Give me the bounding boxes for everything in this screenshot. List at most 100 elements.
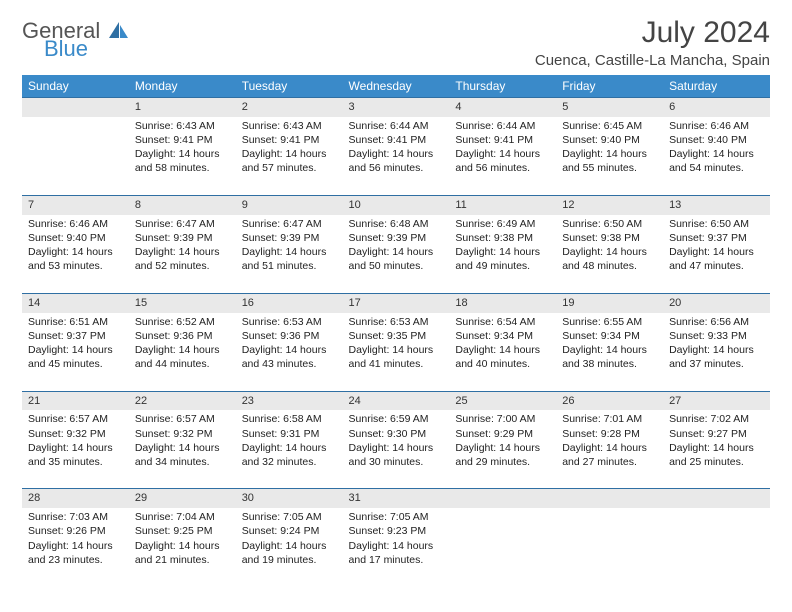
daynum-row: 21222324252627 — [22, 391, 770, 411]
daylight-line: Daylight: 14 hours and 51 minutes. — [242, 245, 337, 273]
day-number: 2 — [236, 97, 343, 117]
day-cell: Sunrise: 6:56 AMSunset: 9:33 PMDaylight:… — [663, 313, 770, 391]
logo: General Blue — [22, 20, 129, 60]
sunrise-line: Sunrise: 6:48 AM — [349, 217, 444, 231]
sunrise-line: Sunrise: 6:53 AM — [349, 315, 444, 329]
sunrise-line: Sunrise: 7:01 AM — [562, 412, 657, 426]
day-number: 28 — [22, 488, 129, 508]
daylight-line: Daylight: 14 hours and 32 minutes. — [242, 441, 337, 469]
day-number: 4 — [449, 97, 556, 117]
day-cell — [663, 508, 770, 586]
day-number — [556, 488, 663, 508]
day-cell: Sunrise: 6:43 AMSunset: 9:41 PMDaylight:… — [236, 117, 343, 195]
day-number: 22 — [129, 391, 236, 411]
weekday-header-row: SundayMondayTuesdayWednesdayThursdayFrid… — [22, 75, 770, 97]
sunset-line: Sunset: 9:41 PM — [242, 133, 337, 147]
day-number: 27 — [663, 391, 770, 411]
sunrise-line: Sunrise: 6:43 AM — [242, 119, 337, 133]
sunset-line: Sunset: 9:26 PM — [28, 524, 123, 538]
day-number: 8 — [129, 195, 236, 215]
day-cell: Sunrise: 6:46 AMSunset: 9:40 PMDaylight:… — [663, 117, 770, 195]
daynum-row: 14151617181920 — [22, 293, 770, 313]
weekday-header: Thursday — [449, 75, 556, 97]
daylight-line: Daylight: 14 hours and 29 minutes. — [455, 441, 550, 469]
sunset-line: Sunset: 9:23 PM — [349, 524, 444, 538]
sunrise-line: Sunrise: 6:57 AM — [135, 412, 230, 426]
sunset-line: Sunset: 9:31 PM — [242, 427, 337, 441]
day-number: 15 — [129, 293, 236, 313]
daylight-line: Daylight: 14 hours and 23 minutes. — [28, 539, 123, 567]
sunset-line: Sunset: 9:35 PM — [349, 329, 444, 343]
sunrise-line: Sunrise: 6:45 AM — [562, 119, 657, 133]
sunset-line: Sunset: 9:29 PM — [455, 427, 550, 441]
day-cell — [22, 117, 129, 195]
daylight-line: Daylight: 14 hours and 35 minutes. — [28, 441, 123, 469]
daylight-line: Daylight: 14 hours and 50 minutes. — [349, 245, 444, 273]
daylight-line: Daylight: 14 hours and 55 minutes. — [562, 147, 657, 175]
day-number: 9 — [236, 195, 343, 215]
week-row: Sunrise: 6:46 AMSunset: 9:40 PMDaylight:… — [22, 215, 770, 293]
sunrise-line: Sunrise: 6:58 AM — [242, 412, 337, 426]
day-cell: Sunrise: 6:54 AMSunset: 9:34 PMDaylight:… — [449, 313, 556, 391]
day-cell: Sunrise: 6:59 AMSunset: 9:30 PMDaylight:… — [343, 410, 450, 488]
daylight-line: Daylight: 14 hours and 56 minutes. — [455, 147, 550, 175]
weekday-header: Sunday — [22, 75, 129, 97]
day-cell — [449, 508, 556, 586]
sunset-line: Sunset: 9:40 PM — [669, 133, 764, 147]
sunrise-line: Sunrise: 6:57 AM — [28, 412, 123, 426]
daylight-line: Daylight: 14 hours and 57 minutes. — [242, 147, 337, 175]
sunset-line: Sunset: 9:39 PM — [135, 231, 230, 245]
daylight-line: Daylight: 14 hours and 43 minutes. — [242, 343, 337, 371]
calendar-table: SundayMondayTuesdayWednesdayThursdayFrid… — [22, 75, 770, 586]
sunrise-line: Sunrise: 6:47 AM — [135, 217, 230, 231]
day-cell: Sunrise: 6:47 AMSunset: 9:39 PMDaylight:… — [129, 215, 236, 293]
day-cell: Sunrise: 7:02 AMSunset: 9:27 PMDaylight:… — [663, 410, 770, 488]
day-cell: Sunrise: 6:50 AMSunset: 9:37 PMDaylight:… — [663, 215, 770, 293]
day-number: 11 — [449, 195, 556, 215]
day-cell: Sunrise: 6:53 AMSunset: 9:35 PMDaylight:… — [343, 313, 450, 391]
sunset-line: Sunset: 9:36 PM — [135, 329, 230, 343]
sunset-line: Sunset: 9:41 PM — [135, 133, 230, 147]
sunrise-line: Sunrise: 6:59 AM — [349, 412, 444, 426]
day-number: 14 — [22, 293, 129, 313]
day-cell: Sunrise: 6:45 AMSunset: 9:40 PMDaylight:… — [556, 117, 663, 195]
logo-text-blue: Blue — [44, 38, 129, 60]
day-number: 16 — [236, 293, 343, 313]
sunrise-line: Sunrise: 6:54 AM — [455, 315, 550, 329]
day-number: 29 — [129, 488, 236, 508]
day-number: 12 — [556, 195, 663, 215]
daylight-line: Daylight: 14 hours and 52 minutes. — [135, 245, 230, 273]
week-row: Sunrise: 6:51 AMSunset: 9:37 PMDaylight:… — [22, 313, 770, 391]
day-number: 21 — [22, 391, 129, 411]
day-cell: Sunrise: 6:51 AMSunset: 9:37 PMDaylight:… — [22, 313, 129, 391]
day-cell: Sunrise: 6:53 AMSunset: 9:36 PMDaylight:… — [236, 313, 343, 391]
location: Cuenca, Castille-La Mancha, Spain — [535, 52, 770, 69]
week-row: Sunrise: 7:03 AMSunset: 9:26 PMDaylight:… — [22, 508, 770, 586]
day-cell: Sunrise: 6:47 AMSunset: 9:39 PMDaylight:… — [236, 215, 343, 293]
daylight-line: Daylight: 14 hours and 17 minutes. — [349, 539, 444, 567]
sunrise-line: Sunrise: 6:44 AM — [349, 119, 444, 133]
daylight-line: Daylight: 14 hours and 21 minutes. — [135, 539, 230, 567]
sunrise-line: Sunrise: 6:55 AM — [562, 315, 657, 329]
day-cell: Sunrise: 6:44 AMSunset: 9:41 PMDaylight:… — [449, 117, 556, 195]
daynum-row: 78910111213 — [22, 195, 770, 215]
sunset-line: Sunset: 9:38 PM — [562, 231, 657, 245]
day-cell: Sunrise: 6:48 AMSunset: 9:39 PMDaylight:… — [343, 215, 450, 293]
sunset-line: Sunset: 9:38 PM — [455, 231, 550, 245]
day-number: 19 — [556, 293, 663, 313]
sunrise-line: Sunrise: 6:50 AM — [669, 217, 764, 231]
day-cell: Sunrise: 7:05 AMSunset: 9:23 PMDaylight:… — [343, 508, 450, 586]
sunrise-line: Sunrise: 6:56 AM — [669, 315, 764, 329]
weekday-header: Monday — [129, 75, 236, 97]
sunrise-line: Sunrise: 7:00 AM — [455, 412, 550, 426]
daylight-line: Daylight: 14 hours and 48 minutes. — [562, 245, 657, 273]
daynum-row: 123456 — [22, 97, 770, 117]
day-number: 30 — [236, 488, 343, 508]
day-number: 18 — [449, 293, 556, 313]
sunset-line: Sunset: 9:32 PM — [28, 427, 123, 441]
day-cell — [556, 508, 663, 586]
weekday-header: Saturday — [663, 75, 770, 97]
sunset-line: Sunset: 9:41 PM — [455, 133, 550, 147]
sunset-line: Sunset: 9:24 PM — [242, 524, 337, 538]
sunrise-line: Sunrise: 6:46 AM — [28, 217, 123, 231]
